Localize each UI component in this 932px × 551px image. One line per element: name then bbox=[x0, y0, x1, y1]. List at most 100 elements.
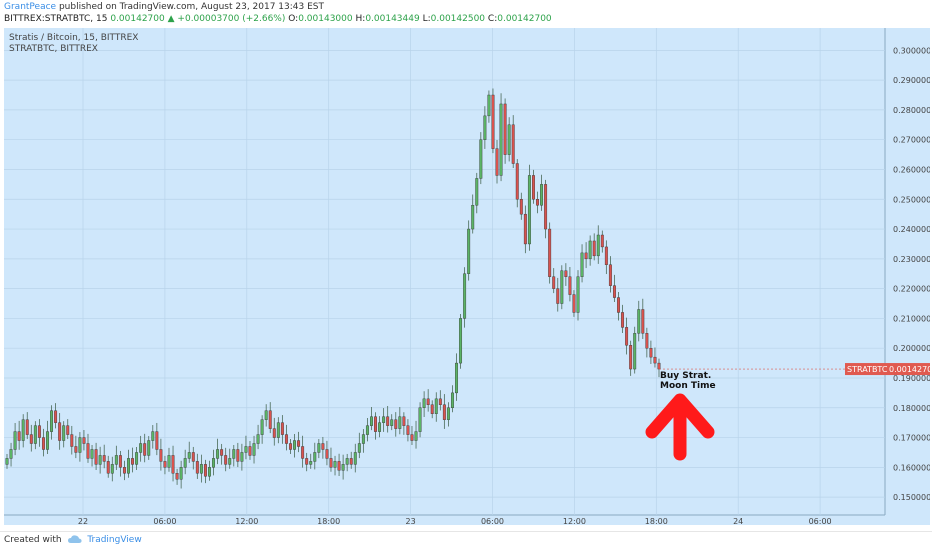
candle-body[interactable] bbox=[179, 467, 183, 480]
tradingview-brand[interactable]: TradingView bbox=[87, 535, 142, 545]
candle-body[interactable] bbox=[244, 446, 248, 453]
candle-body[interactable] bbox=[544, 184, 548, 230]
candle-body[interactable] bbox=[171, 455, 175, 474]
candle-body[interactable] bbox=[248, 446, 252, 456]
candle-body[interactable] bbox=[208, 467, 211, 477]
candle-body[interactable] bbox=[645, 333, 649, 349]
candle-body[interactable] bbox=[74, 446, 78, 453]
price-axis[interactable] bbox=[885, 28, 930, 525]
candle-body[interactable] bbox=[122, 467, 126, 474]
candle-body[interactable] bbox=[264, 410, 268, 420]
candle-body[interactable] bbox=[284, 434, 288, 444]
candle-body[interactable] bbox=[540, 184, 544, 206]
candle-body[interactable] bbox=[325, 449, 329, 459]
candle-body[interactable] bbox=[406, 425, 410, 435]
candle-body[interactable] bbox=[475, 178, 479, 206]
candle-body[interactable] bbox=[317, 443, 321, 453]
candle-body[interactable] bbox=[410, 434, 414, 441]
candle-body[interactable] bbox=[641, 309, 645, 334]
candle-body[interactable] bbox=[236, 449, 240, 462]
candle-body[interactable] bbox=[536, 199, 539, 206]
candle-body[interactable] bbox=[280, 422, 284, 435]
candle-body[interactable] bbox=[483, 115, 487, 140]
candle-body[interactable] bbox=[511, 124, 515, 164]
candle-body[interactable] bbox=[434, 398, 438, 414]
candle-body[interactable] bbox=[370, 416, 373, 426]
candle-body[interactable] bbox=[382, 416, 386, 423]
candle-body[interactable] bbox=[422, 398, 426, 408]
candle-body[interactable] bbox=[637, 309, 641, 334]
candle-body[interactable] bbox=[515, 163, 519, 200]
candle-body[interactable] bbox=[657, 362, 661, 370]
legend-main-series[interactable]: Stratis / Bitcoin, 15, BITTREX bbox=[9, 33, 139, 43]
candle-body[interactable] bbox=[548, 228, 552, 277]
candle-body[interactable] bbox=[151, 431, 155, 441]
candle-body[interactable] bbox=[127, 458, 130, 474]
candle-body[interactable] bbox=[365, 425, 369, 435]
candle-body[interactable] bbox=[268, 410, 272, 429]
candle-body[interactable] bbox=[82, 437, 86, 444]
candle-body[interactable] bbox=[572, 294, 576, 313]
candle-body[interactable] bbox=[98, 455, 102, 465]
candle-body[interactable] bbox=[272, 428, 276, 438]
candle-body[interactable] bbox=[430, 404, 434, 414]
candle-body[interactable] bbox=[232, 449, 236, 459]
candle-body[interactable] bbox=[608, 264, 612, 286]
candle-body[interactable] bbox=[386, 416, 390, 426]
candle-body[interactable] bbox=[329, 458, 333, 468]
candle-body[interactable] bbox=[576, 276, 580, 313]
candle-body[interactable] bbox=[629, 345, 633, 370]
candle-body[interactable] bbox=[491, 94, 495, 149]
candle-body[interactable] bbox=[621, 312, 625, 328]
candle-body[interactable] bbox=[426, 398, 430, 405]
candle-body[interactable] bbox=[110, 464, 114, 474]
candle-body[interactable] bbox=[402, 416, 406, 426]
candle-body[interactable] bbox=[321, 443, 325, 450]
candle-body[interactable] bbox=[625, 327, 629, 346]
candle-body[interactable] bbox=[495, 148, 499, 176]
candle-body[interactable] bbox=[276, 422, 280, 438]
candle-body[interactable] bbox=[649, 347, 653, 358]
candle-body[interactable] bbox=[187, 452, 191, 459]
candle-body[interactable] bbox=[499, 103, 503, 176]
candle-body[interactable] bbox=[46, 431, 49, 450]
chart-area[interactable]: 0.15000000 0.16000000 0.17000000 0.18000000… bbox=[4, 28, 930, 525]
candle-body[interactable] bbox=[374, 416, 377, 432]
candle-body[interactable] bbox=[54, 410, 58, 423]
candle-body[interactable] bbox=[463, 273, 467, 319]
candle-body[interactable] bbox=[118, 455, 122, 468]
candle-body[interactable] bbox=[155, 431, 159, 450]
candle-body[interactable] bbox=[361, 434, 365, 444]
candle-body[interactable] bbox=[596, 234, 600, 257]
candle-body[interactable] bbox=[260, 419, 264, 435]
candle-body[interactable] bbox=[584, 252, 588, 260]
candle-body[interactable] bbox=[240, 452, 244, 462]
candle-body[interactable] bbox=[301, 446, 305, 459]
candle-body[interactable] bbox=[199, 464, 203, 474]
candle-body[interactable] bbox=[580, 252, 584, 277]
candle-body[interactable] bbox=[50, 410, 54, 432]
candle-body[interactable] bbox=[102, 455, 106, 462]
candle-body[interactable] bbox=[17, 431, 21, 441]
candle-body[interactable] bbox=[252, 443, 256, 456]
candle-body[interactable] bbox=[532, 175, 535, 200]
candle-body[interactable] bbox=[612, 285, 616, 298]
candle-body[interactable] bbox=[256, 434, 260, 444]
candle-body[interactable] bbox=[25, 419, 29, 435]
candle-body[interactable] bbox=[90, 449, 94, 459]
candle-body[interactable] bbox=[592, 240, 596, 257]
candle-body[interactable] bbox=[9, 449, 13, 459]
candle-body[interactable] bbox=[195, 461, 199, 474]
candle-body[interactable] bbox=[503, 103, 507, 155]
candle-body[interactable] bbox=[33, 425, 37, 444]
candle-body[interactable] bbox=[442, 404, 446, 420]
candle-body[interactable] bbox=[556, 288, 560, 304]
candle-body[interactable] bbox=[216, 449, 220, 459]
candle-body[interactable] bbox=[70, 434, 74, 447]
candle-body[interactable] bbox=[167, 455, 171, 468]
candle-body[interactable] bbox=[183, 458, 187, 468]
candle-body[interactable] bbox=[333, 461, 337, 468]
candle-body[interactable] bbox=[163, 461, 167, 468]
candle-body[interactable] bbox=[86, 443, 90, 459]
